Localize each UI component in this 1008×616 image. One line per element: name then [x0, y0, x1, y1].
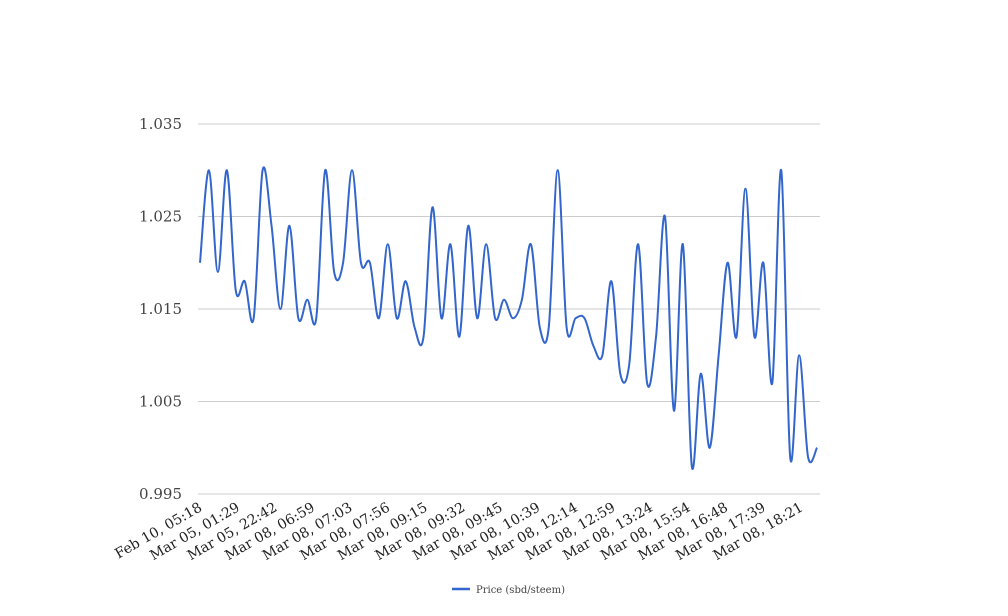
series-layer: [199, 166, 818, 471]
y-tick-label: 1.015: [139, 300, 182, 318]
y-tick-label: 0.995: [139, 485, 182, 503]
y-tick-label: 1.005: [139, 393, 182, 411]
legend-label: Price (sbd/steem): [476, 585, 565, 596]
y-tick-label: 1.035: [139, 115, 182, 133]
y-tick-label: 1.025: [139, 208, 182, 226]
series-line: [199, 166, 818, 471]
y-axis-ticks: 1.035 1.025 1.015 1.005 0.995: [139, 115, 182, 503]
legend: Price (sbd/steem): [452, 585, 565, 596]
